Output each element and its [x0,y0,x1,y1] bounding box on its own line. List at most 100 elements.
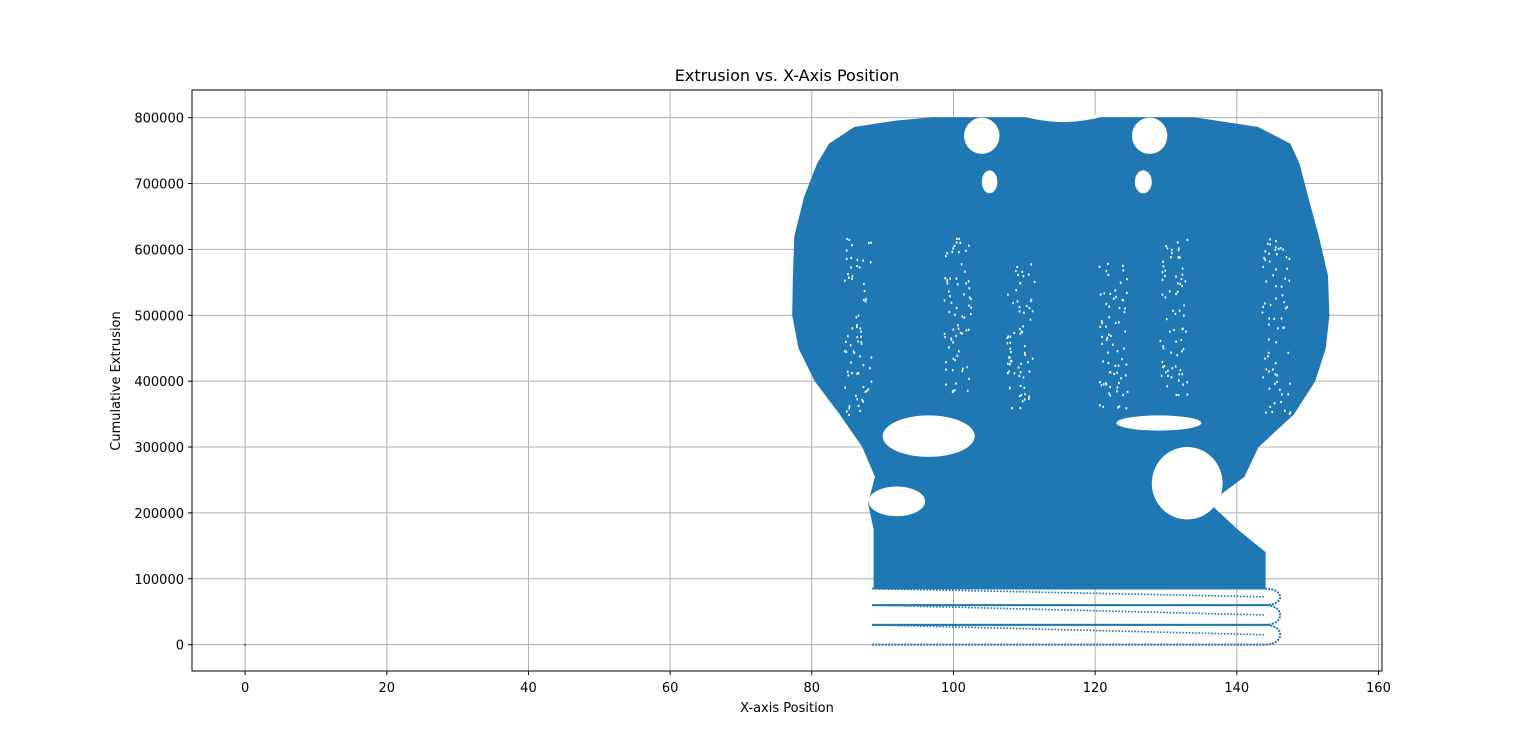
speckle-gap [955,277,958,280]
speckle-gap [1116,390,1118,393]
speckle-gap [956,354,959,357]
speckle-gap [1286,306,1289,309]
speckle-gap [1275,268,1277,271]
speckle-gap [1288,257,1291,260]
speckle-gap [850,256,852,259]
speckle-gap [1276,380,1278,383]
speckle-gap [955,306,958,310]
speckle-gap [1268,387,1271,390]
speckle-gap [1273,402,1276,405]
speckle-gap [1117,406,1119,409]
speckle-gap [1170,351,1172,354]
speckle-gap [1110,334,1112,338]
speckle-gap [1280,285,1283,288]
plot-area-frame [191,89,1383,672]
speckle-gap [948,346,950,349]
speckle-gap [1183,314,1185,317]
speckle-gap [1279,388,1281,391]
speckle-gap [1113,372,1115,376]
speckle-gap [1023,386,1026,389]
speckle-gap [1102,405,1105,408]
speckle-gap [963,316,966,319]
speckle-gap [966,389,969,392]
speckle-gap [860,335,862,338]
speckle-gap [1161,278,1164,281]
speckle-gap [1264,302,1266,305]
x-tick-label: 0 [241,681,249,696]
speckle-gap [846,410,848,413]
x-tick-label: 160 [1366,681,1391,696]
speckle-gap [1168,290,1171,293]
speckle-gap [1019,327,1021,331]
speckle-gap [1125,374,1127,377]
speckle-gap [1118,381,1120,385]
speckle-gap [1268,323,1270,326]
speckle-gap [943,332,946,335]
speckle-gap [1269,405,1272,408]
speckle-gap [1268,317,1270,320]
speckle-gap [850,266,852,269]
speckle-gap [1108,333,1110,336]
speckle-gap [1103,292,1106,295]
speckle-gap [1113,297,1115,300]
y-tick-label: 200000 [134,507,184,522]
speckle-gap [1268,338,1270,341]
speckle-gap [1013,331,1016,335]
speckle-gap [1182,383,1184,386]
speckle-gap [1160,374,1163,377]
speckle-gap [1025,305,1028,308]
speckle-gap [1030,298,1033,301]
speckle-gap [1105,382,1107,385]
scatter-series [243,114,1330,646]
speckle-gap [952,341,954,344]
speckle-gap [1274,249,1277,252]
speckle-gap [1163,364,1166,368]
speckle-gap [1172,309,1174,312]
speckle-gap [1165,371,1167,374]
speckle-gap [1122,393,1125,397]
raft-spiral-band [872,587,1282,607]
y-tick-label: 500000 [134,309,184,324]
speckle-gap [857,314,860,317]
speckle-gap [1285,256,1288,259]
speckle-gap [1176,290,1179,293]
speckle-gap [1267,355,1269,358]
x-tick-label: 60 [662,681,679,696]
speckle-gap [1176,354,1179,357]
speckle-gap [1029,318,1032,321]
speckle-gap [1109,292,1112,296]
speckle-gap [1161,271,1164,274]
speckle-gap [1167,369,1169,372]
speckle-gap [1277,247,1280,250]
speckle-gap [967,280,970,283]
raft-spiral-diagonal [871,624,1266,636]
x-axis: 0 20 40 60 80 100 120 140 160 [241,671,1391,696]
speckle-gap [952,247,954,250]
speckle-gap [1107,273,1110,276]
speckle-gap [1008,356,1010,359]
speckle-gap [848,405,851,408]
speckle-gap [852,350,855,353]
speckle-gap [1007,362,1009,365]
speckle-gap [1116,386,1119,389]
speckle-gap [945,383,947,386]
speckle-gap [1099,325,1102,328]
speckle-gap [1030,263,1032,266]
speckle-gap [1268,252,1270,255]
speckle-gap [1176,241,1179,244]
speckle-gap [1108,316,1110,319]
speckle-gap [1118,321,1120,324]
speckle-gap [1265,411,1267,414]
speckle-gap [1016,265,1018,269]
speckle-gap [1016,300,1019,303]
speckle-gap [1019,395,1021,398]
speckle-gap [955,382,957,385]
speckle-gap [1159,339,1162,343]
speckle-gap [963,293,965,296]
speckle-gap [1288,412,1291,415]
speckle-gap [1181,284,1183,288]
speckle-gap [1108,371,1111,374]
speckle-gap [864,390,867,393]
speckle-gap [1177,282,1179,285]
speckle-gap [851,275,854,278]
